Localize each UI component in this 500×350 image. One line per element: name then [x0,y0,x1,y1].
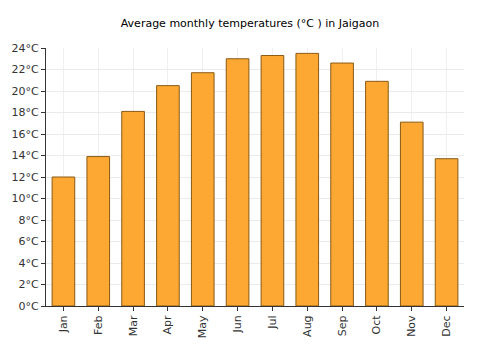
svg-text:Nov: Nov [405,315,418,337]
svg-text:14°C: 14°C [12,149,39,162]
svg-text:4°C: 4°C [19,257,39,270]
svg-text:24°C: 24°C [12,42,39,55]
svg-text:20°C: 20°C [12,85,39,98]
svg-text:Aug: Aug [301,315,314,336]
svg-text:8°C: 8°C [19,214,39,227]
svg-text:Jan: Jan [57,315,70,333]
svg-text:12°C: 12°C [12,171,39,184]
svg-text:0°C: 0°C [19,300,39,313]
svg-text:Oct: Oct [370,315,383,335]
svg-text:2°C: 2°C [19,278,39,291]
svg-text:Dec: Dec [440,315,453,336]
svg-text:Average monthly temperatures (: Average monthly temperatures (°C ) in Ja… [121,17,380,30]
svg-text:Feb: Feb [92,315,105,334]
svg-text:6°C: 6°C [19,235,39,248]
svg-text:Jun: Jun [231,315,244,333]
svg-text:Jul: Jul [266,315,279,329]
svg-text:Sep: Sep [336,315,349,336]
svg-text:16°C: 16°C [12,128,39,141]
svg-text:18°C: 18°C [12,106,39,119]
svg-text:22°C: 22°C [12,63,39,76]
svg-text:10°C: 10°C [12,192,39,205]
svg-text:May: May [196,315,209,338]
svg-text:Apr: Apr [161,315,174,335]
svg-text:Mar: Mar [127,315,140,336]
